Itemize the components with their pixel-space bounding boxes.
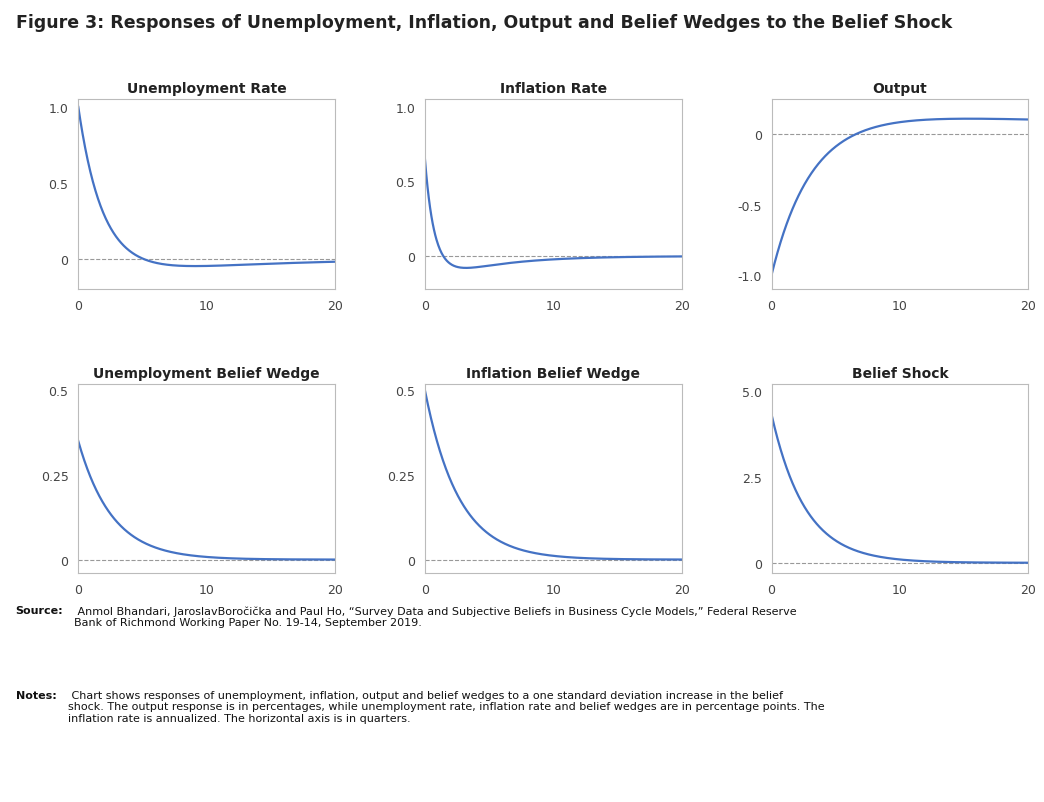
Title: Unemployment Belief Wedge: Unemployment Belief Wedge — [93, 367, 321, 380]
Title: Inflation Rate: Inflation Rate — [500, 83, 607, 96]
Title: Belief Shock: Belief Shock — [852, 367, 948, 380]
Text: Figure 3: Responses of Unemployment, Inflation, Output and Belief Wedges to the : Figure 3: Responses of Unemployment, Inf… — [16, 14, 952, 32]
Title: Inflation Belief Wedge: Inflation Belief Wedge — [467, 367, 640, 380]
Title: Output: Output — [873, 83, 927, 96]
Title: Unemployment Rate: Unemployment Rate — [126, 83, 286, 96]
Text: Source:: Source: — [16, 606, 64, 615]
Text: Chart shows responses of unemployment, inflation, output and belief wedges to a : Chart shows responses of unemployment, i… — [68, 690, 825, 723]
Text: Anmol Bhandari, JaroslavBoročička and Paul Ho, “Survey Data and Subjective Belie: Anmol Bhandari, JaroslavBoročička and Pa… — [74, 606, 797, 628]
Text: Notes:: Notes: — [16, 690, 56, 699]
